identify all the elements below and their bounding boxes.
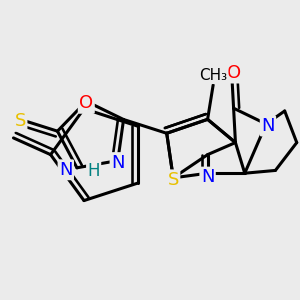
Text: N: N	[111, 154, 124, 172]
Text: O: O	[79, 94, 93, 112]
Text: H: H	[87, 162, 100, 180]
Text: N: N	[201, 168, 214, 186]
Text: N: N	[59, 161, 73, 179]
Text: N: N	[261, 117, 275, 135]
Text: CH₃: CH₃	[199, 68, 227, 83]
Text: O: O	[226, 64, 241, 82]
Text: S: S	[167, 171, 179, 189]
Text: S: S	[15, 112, 26, 130]
